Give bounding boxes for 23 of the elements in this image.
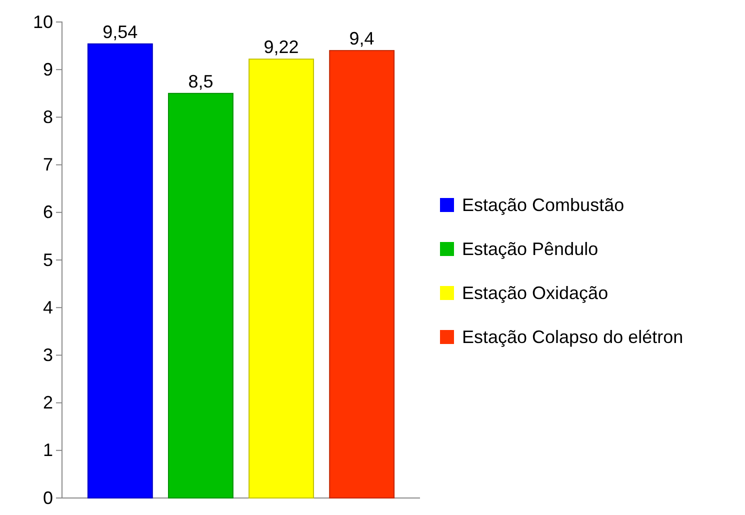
y-tick-label: 8 xyxy=(42,106,53,127)
legend-label: Estação Combustão xyxy=(462,195,624,215)
y-tick-label: 6 xyxy=(42,202,53,222)
data-label: 9,54 xyxy=(102,22,138,42)
y-tick-label: 5 xyxy=(42,250,53,270)
legend-label: Estação Colapso do elétron xyxy=(462,327,684,347)
y-tick-label: 7 xyxy=(42,154,53,175)
bar xyxy=(168,92,234,498)
y-tick-label: 2 xyxy=(42,392,53,413)
y-tick-label: 0 xyxy=(42,488,53,508)
bar xyxy=(248,58,314,498)
legend-label: Estação Oxidação xyxy=(462,283,608,303)
data-label: 8,5 xyxy=(188,71,214,92)
data-label: 9,22 xyxy=(264,37,299,58)
y-tick-label: 4 xyxy=(42,297,53,318)
y-tick-label: 1 xyxy=(42,440,53,460)
legend-label: Estação Pêndulo xyxy=(462,239,598,259)
data-label: 9,4 xyxy=(349,28,374,49)
bar xyxy=(87,43,153,498)
bar xyxy=(329,50,395,498)
y-tick-label: 10 xyxy=(32,12,53,32)
y-tick-label: 9 xyxy=(42,59,53,80)
y-tick-label: 3 xyxy=(42,344,53,365)
